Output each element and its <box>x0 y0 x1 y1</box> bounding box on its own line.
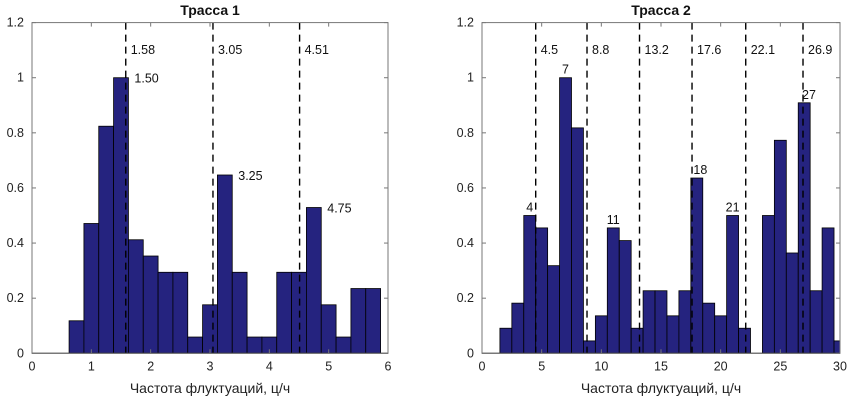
histogram-bar <box>276 271 292 354</box>
histogram-bar <box>335 336 352 354</box>
peak-label: 7 <box>562 63 569 77</box>
histogram-bar <box>618 240 632 354</box>
dashed-line-label: 17.6 <box>697 43 721 57</box>
y-tick-label: 0.4 <box>7 236 24 250</box>
histogram-bar <box>320 304 337 354</box>
dashed-line-label: 26.9 <box>808 43 832 57</box>
histogram-bar <box>666 315 680 354</box>
peak-label: 27 <box>802 88 816 102</box>
y-tick-label: 1 <box>467 71 474 85</box>
histogram-bar <box>350 288 367 354</box>
peak-label: 21 <box>726 201 740 215</box>
histogram-bar <box>142 255 159 354</box>
histogram-bar <box>68 320 85 354</box>
histogram-bar <box>98 125 114 354</box>
bars <box>68 77 381 354</box>
x-tick-label: 15 <box>654 359 668 373</box>
x-tick-label: 2 <box>147 359 154 373</box>
y-tick-label: 0.6 <box>457 181 474 195</box>
histogram-bar <box>217 174 233 354</box>
dashed-line-label: 4.51 <box>305 43 329 57</box>
chart-title: Трасса 2 <box>631 2 691 18</box>
histogram-bar <box>499 327 513 354</box>
histogram-bar <box>726 215 739 354</box>
chart-panel-1: 1.58 3.05 4.51 1.50 3.25 4.75 0 1 2 3 4 5 6 0 0.2 0.4 0.… <box>7 2 392 396</box>
y-tick-label: 1.2 <box>7 16 24 30</box>
x-tick-label: 25 <box>773 359 787 373</box>
dashed-line-label: 22.1 <box>751 43 775 57</box>
histogram-bar <box>523 215 537 354</box>
histogram-bar <box>83 223 100 354</box>
x-tick-label: 1 <box>88 359 95 373</box>
histogram-bar <box>809 290 823 354</box>
y-tick-label: 0.2 <box>457 291 474 305</box>
histogram-bar <box>606 227 620 354</box>
histogram-bar <box>785 252 799 354</box>
histogram-bar <box>797 102 811 354</box>
x-tick-label: 0 <box>29 359 36 373</box>
dashed-line-label: 8.8 <box>592 43 609 57</box>
x-axis-label: Частота флуктуаций, ц/ч <box>130 380 290 396</box>
y-tick-label: 0.6 <box>7 181 24 195</box>
y-tick-label: 0 <box>467 346 474 360</box>
x-tick-label: 3 <box>207 359 214 373</box>
y-tick-label: 0 <box>17 346 24 360</box>
y-tick-label: 1 <box>17 71 24 85</box>
histogram-bar <box>187 336 203 354</box>
histogram-bar <box>306 207 322 354</box>
x-axis-label: Частота флуктуаций, ц/ч <box>581 380 741 396</box>
histogram-bar <box>630 327 644 354</box>
x-tick-label: 30 <box>833 359 847 373</box>
histogram-bar <box>762 215 775 354</box>
y-tick-label: 0.8 <box>7 126 24 140</box>
histogram-bar <box>678 290 692 354</box>
histogram-bar <box>571 127 584 354</box>
histogram-bar <box>821 227 835 354</box>
histogram-bar <box>714 315 728 354</box>
dashed-line-label: 13.2 <box>645 43 669 57</box>
histogram-bar <box>547 265 560 354</box>
histogram-bar <box>202 304 218 354</box>
x-tick-label: 5 <box>325 359 332 373</box>
dashed-line-label: 3.05 <box>218 43 242 57</box>
y-tick-label: 0.4 <box>457 236 474 250</box>
histogram-bar <box>702 302 716 354</box>
histogram-bar <box>128 239 144 354</box>
histogram-bar <box>172 271 189 354</box>
peak-label: 4.75 <box>327 202 351 216</box>
x-tick-label: 0 <box>479 359 486 373</box>
histogram-bar <box>157 271 174 354</box>
dashed-line-label: 1.58 <box>131 43 155 57</box>
histogram-bar <box>365 288 381 354</box>
histogram-bar <box>535 227 549 354</box>
histogram-bar <box>231 271 248 354</box>
y-tick-label: 0.2 <box>7 291 24 305</box>
histogram-bar <box>642 290 656 354</box>
y-tick-label: 1.2 <box>457 16 474 30</box>
peak-label: 1.50 <box>134 72 158 86</box>
dashed-line-label: 4.5 <box>541 43 558 57</box>
peak-label: 18 <box>693 163 707 177</box>
histogram-bar <box>738 327 751 354</box>
bars <box>499 77 840 354</box>
chart-title: Трасса 1 <box>180 2 240 18</box>
histogram-bar <box>654 290 668 354</box>
histogram-bar <box>559 77 572 354</box>
x-tick-label: 4 <box>266 359 273 373</box>
peak-label: 3.25 <box>238 169 262 183</box>
x-tick-label: 6 <box>385 359 392 373</box>
y-tick-label: 0.8 <box>457 126 474 140</box>
histogram-bar <box>773 139 787 354</box>
x-tick-label: 5 <box>538 359 545 373</box>
histogram-bar <box>583 340 596 354</box>
histogram-bar <box>511 302 525 354</box>
x-tick-label: 10 <box>594 359 608 373</box>
peak-label: 11 <box>607 213 620 227</box>
x-tick-label: 20 <box>714 359 728 373</box>
histogram-bar <box>594 315 608 354</box>
peak-label: 4 <box>526 201 533 215</box>
histogram-bar <box>246 336 263 354</box>
